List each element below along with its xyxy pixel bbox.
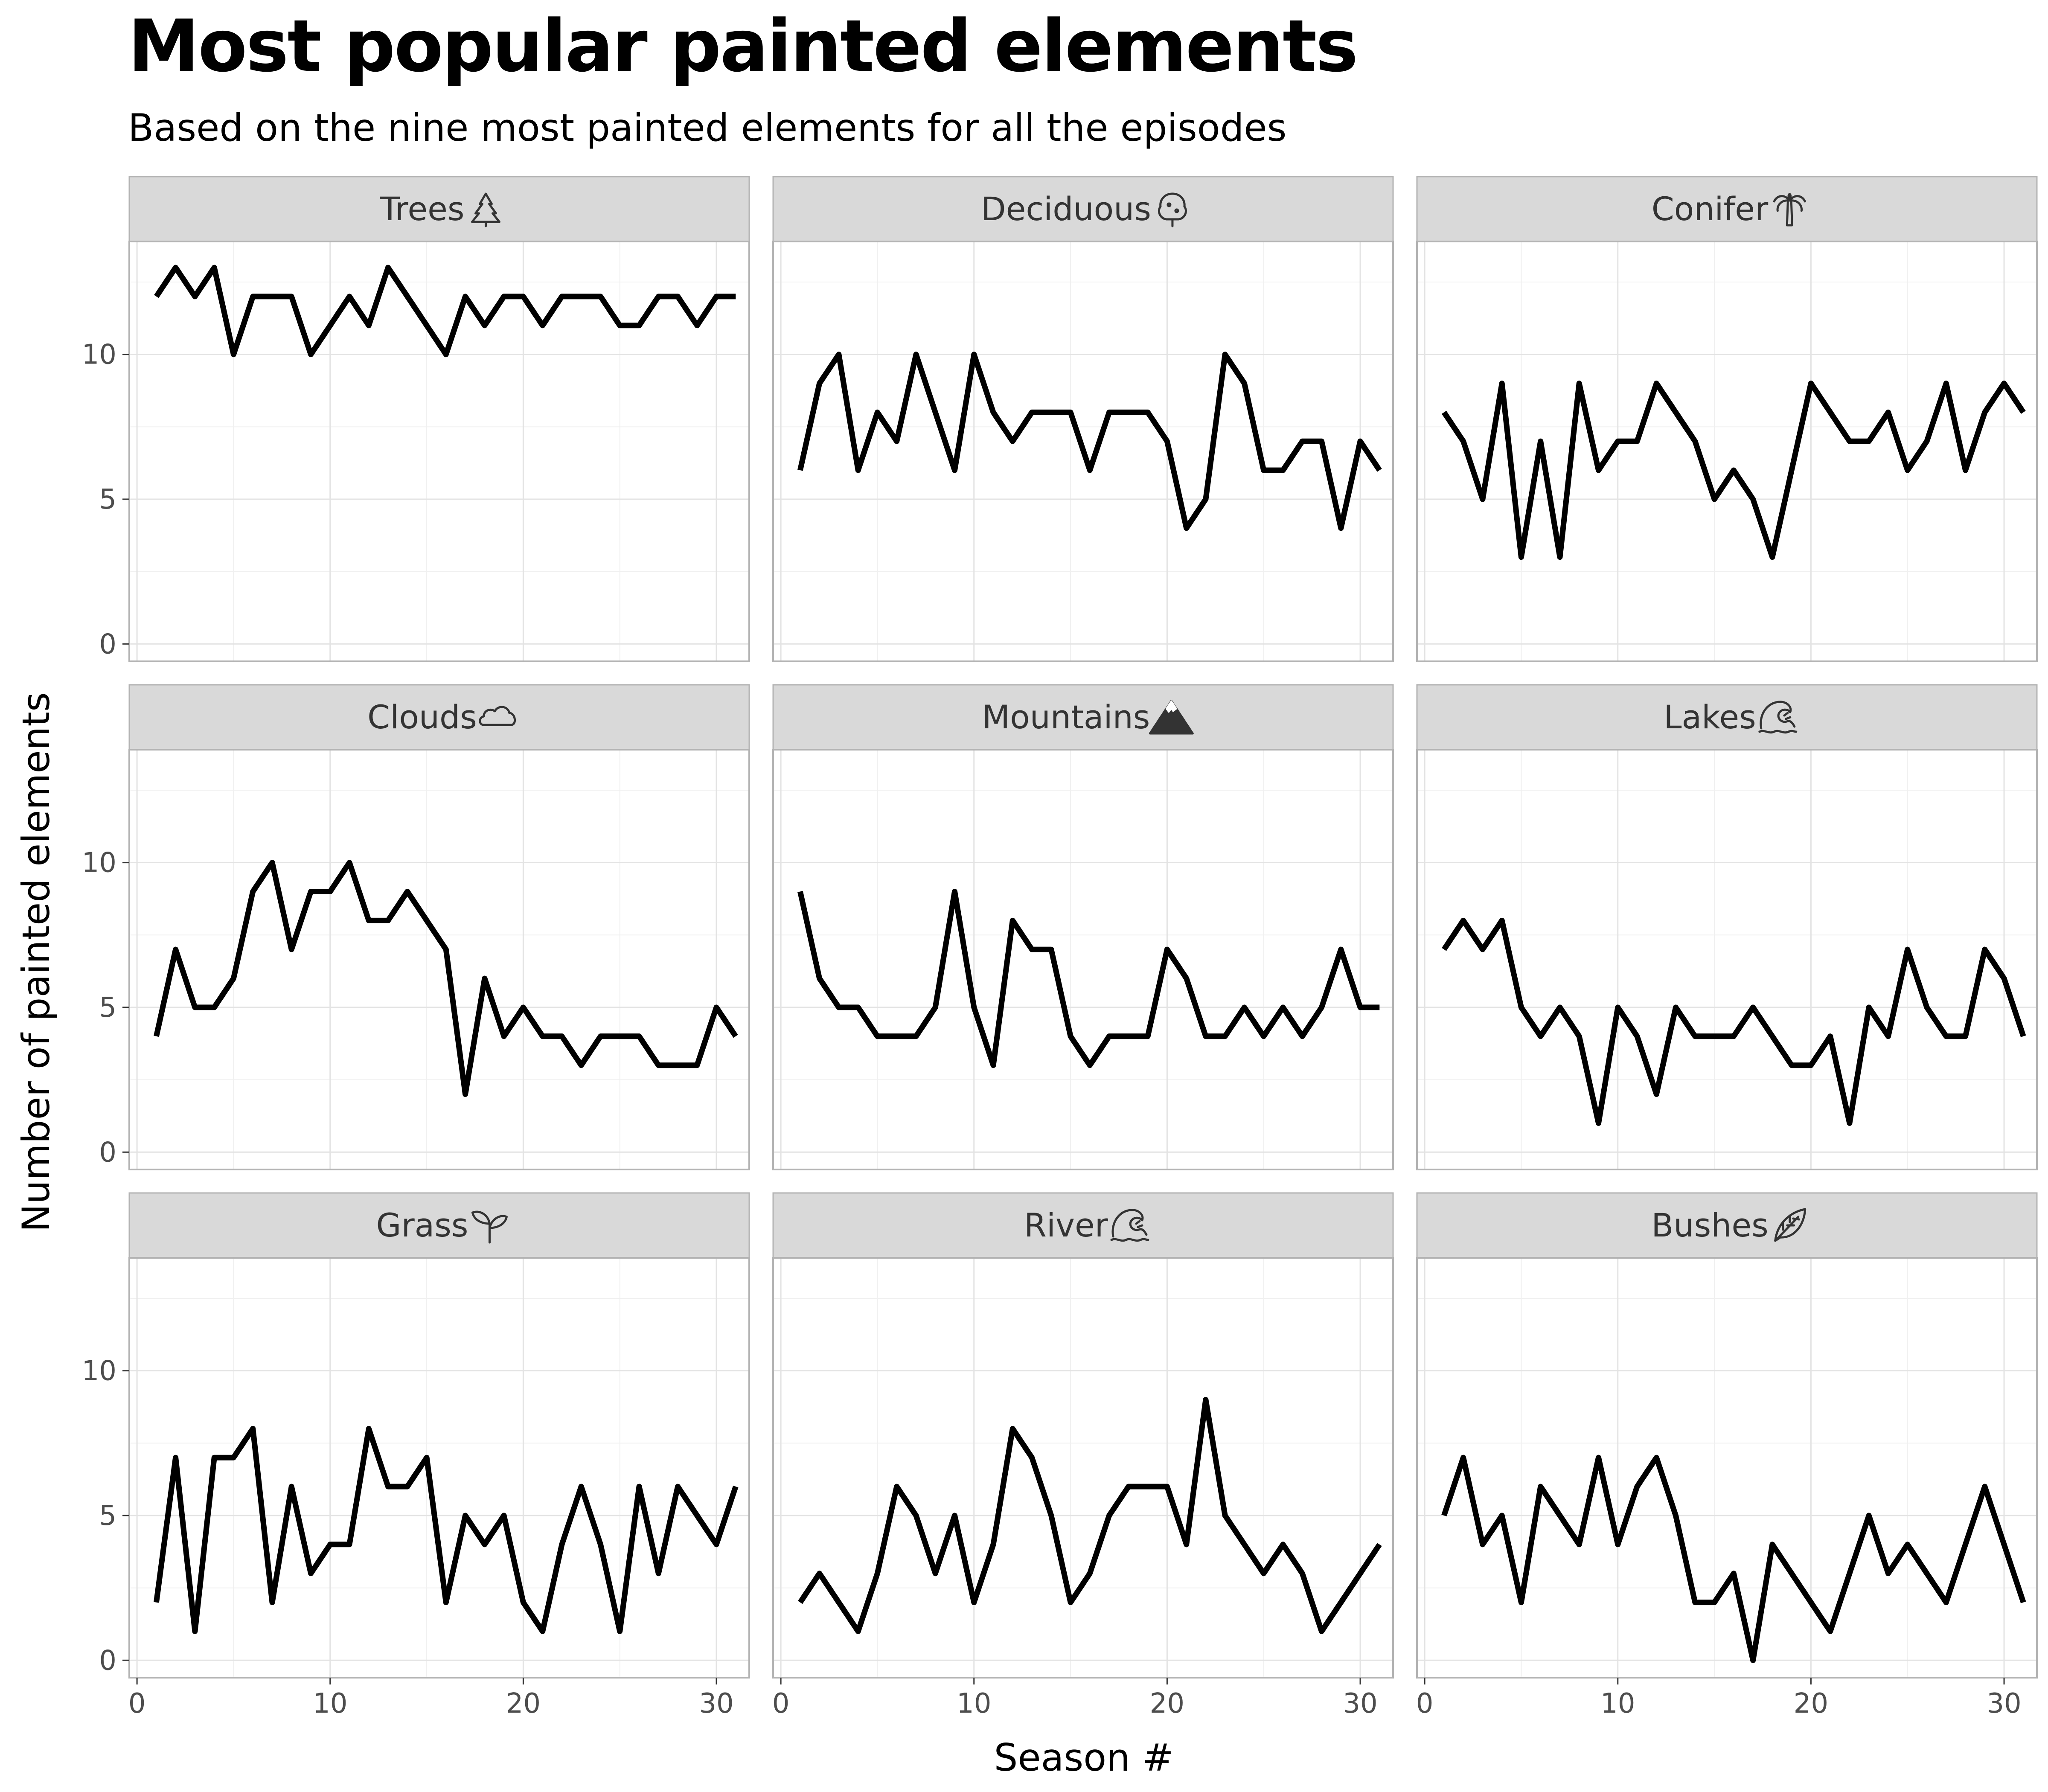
y-tick-label: 10 — [82, 847, 116, 879]
tree-icon — [471, 192, 500, 227]
panel-plot-area — [1417, 1258, 2037, 1678]
panel-deciduous: Deciduous — [772, 176, 1394, 662]
y-tick-label: 5 — [99, 1500, 116, 1532]
x-tick-label: 30 — [699, 1688, 733, 1719]
panel-strip — [128, 684, 750, 751]
panel-border — [1416, 749, 2038, 1170]
y-axis-title: Number of painted elements — [14, 692, 58, 1232]
y-tick-label: 5 — [99, 484, 116, 515]
y-tick-label: 10 — [82, 339, 116, 371]
panel-border — [772, 241, 1394, 662]
panel-strip-label: Conifer — [1652, 190, 1769, 228]
panel-strip-label: Lakes — [1664, 698, 1756, 736]
panel-strip-label: Grass — [376, 1206, 468, 1244]
x-tick-label: 20 — [506, 1688, 541, 1719]
panel-plot-area — [773, 750, 1393, 1169]
series-line-deciduous — [797, 352, 1382, 531]
panel-gridlines — [773, 750, 1393, 1169]
panel-strip-label: Trees — [380, 190, 465, 228]
panel-strip — [1416, 176, 2038, 242]
palm-tree-icon — [1773, 193, 1806, 227]
cloud-icon — [479, 706, 516, 726]
chart-panels: Trees 0 5 10 Deciduous Conifer Clouds 0 5 10 Mount… — [82, 176, 2038, 1719]
panel-strip-label: Deciduous — [981, 190, 1151, 228]
x-axis-title: Season # — [994, 1736, 1173, 1780]
deciduous-tree-icon — [1158, 192, 1187, 227]
panel-border — [1416, 1257, 2038, 1679]
x-tick-label: 20 — [1794, 1688, 1828, 1719]
seedling-icon — [471, 1210, 508, 1244]
panel-strip — [772, 1192, 1394, 1259]
x-tick-label: 0 — [1416, 1688, 1434, 1719]
y-tick-label: 10 — [82, 1356, 116, 1387]
leaf-icon — [1774, 1208, 1807, 1242]
panel-bushes: Bushes 0 10 20 30 — [1416, 1192, 2038, 1719]
panel-border — [128, 241, 750, 662]
panel-conifer: Conifer — [1416, 176, 2038, 662]
panel-mountains: Mountains — [772, 684, 1394, 1170]
panel-strip-label: Clouds — [367, 698, 477, 736]
chart-title: Most popular painted elements — [128, 4, 1358, 88]
x-tick-label: 0 — [772, 1688, 790, 1719]
series-line-grass — [153, 1425, 739, 1634]
panel-gridlines — [129, 1258, 749, 1678]
panel-gridlines — [129, 750, 749, 1169]
x-tick-label: 10 — [1600, 1688, 1635, 1719]
panel-trees: Trees 0 5 10 — [82, 176, 750, 662]
wave-icon — [1758, 701, 1798, 734]
panel-plot-area — [129, 1258, 749, 1678]
y-tick-label: 0 — [99, 1137, 116, 1168]
panel-plot-area — [773, 1258, 1393, 1678]
panel-plot-area — [1417, 241, 2037, 661]
panel-border — [772, 749, 1394, 1170]
wave-icon — [1110, 1209, 1149, 1242]
panel-strip-label: Bushes — [1651, 1206, 1768, 1244]
series-line-clouds — [154, 860, 738, 1097]
panel-border — [772, 1257, 1394, 1679]
x-tick-label: 0 — [128, 1688, 146, 1719]
panel-lakes: Lakes — [1416, 684, 2038, 1170]
panel-strip-label: River — [1024, 1206, 1108, 1244]
panel-river: River 0 10 20 30 — [772, 1192, 1394, 1719]
panel-plot-area — [1417, 750, 2037, 1169]
x-tick-label: 10 — [313, 1688, 347, 1719]
panel-grass: Grass 0 5 10 0 10 20 30 — [82, 1192, 750, 1719]
series-line-bushes — [1441, 1455, 2026, 1663]
mountain-icon — [1149, 700, 1194, 735]
panel-border — [128, 749, 750, 1170]
series-line-trees — [154, 265, 736, 358]
x-tick-label: 10 — [957, 1688, 991, 1719]
series-line-mountains — [797, 889, 1380, 1068]
panel-strip — [1416, 1192, 2038, 1259]
y-tick-label: 5 — [99, 992, 116, 1024]
y-tick-label: 0 — [99, 1645, 116, 1676]
y-tick-label: 0 — [99, 628, 116, 660]
series-line-river — [797, 1397, 1382, 1634]
series-line-conifer — [1441, 381, 2026, 560]
panel-border — [1416, 241, 2038, 662]
series-line-lakes — [1441, 917, 2026, 1126]
panel-clouds: Clouds 0 5 10 — [82, 684, 750, 1170]
panel-strip — [128, 1192, 750, 1259]
panel-strip — [772, 684, 1394, 751]
panel-plot-area — [129, 750, 749, 1169]
x-tick-label: 30 — [1343, 1688, 1377, 1719]
panel-strip-label: Mountains — [982, 698, 1150, 736]
x-tick-label: 30 — [1987, 1688, 2021, 1719]
panel-gridlines — [773, 1258, 1393, 1678]
x-tick-label: 20 — [1150, 1688, 1184, 1719]
chart-subtitle: Based on the nine most painted elements … — [128, 106, 1287, 150]
panel-border — [128, 1257, 750, 1679]
panel-gridlines — [129, 241, 749, 661]
panel-gridlines — [1417, 241, 2037, 661]
